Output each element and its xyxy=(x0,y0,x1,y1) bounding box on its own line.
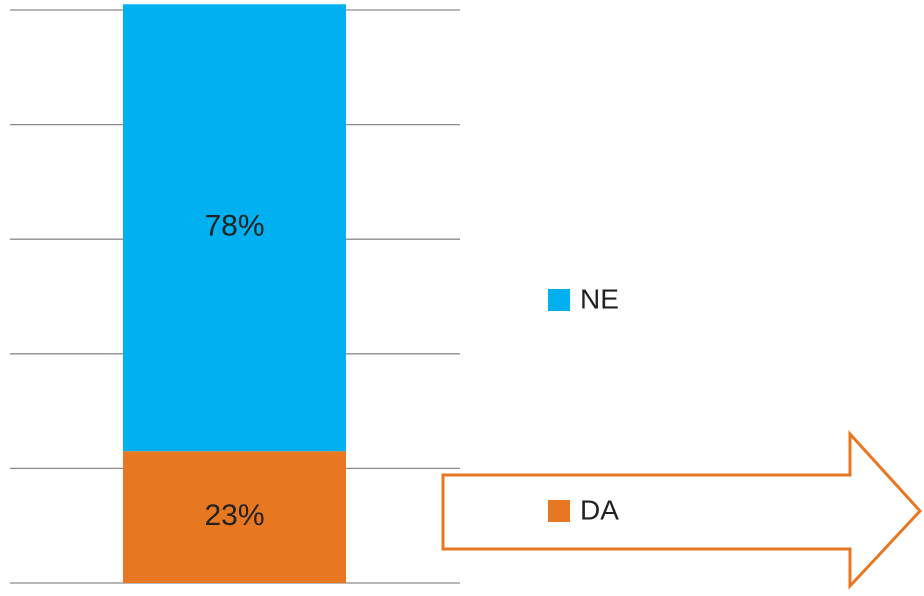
data-label: 23% xyxy=(204,499,264,532)
bars: 23% 78% xyxy=(123,4,346,583)
bar-segment xyxy=(123,4,346,452)
legend-swatch xyxy=(548,500,570,522)
arrow-annotation xyxy=(441,430,923,590)
legend-label: DA xyxy=(580,494,619,525)
legend-label: NE xyxy=(580,283,619,314)
bar-segment xyxy=(123,451,346,583)
legend-swatch xyxy=(548,289,570,311)
legend: DA NE xyxy=(548,283,619,525)
data-label: 78% xyxy=(204,210,264,243)
